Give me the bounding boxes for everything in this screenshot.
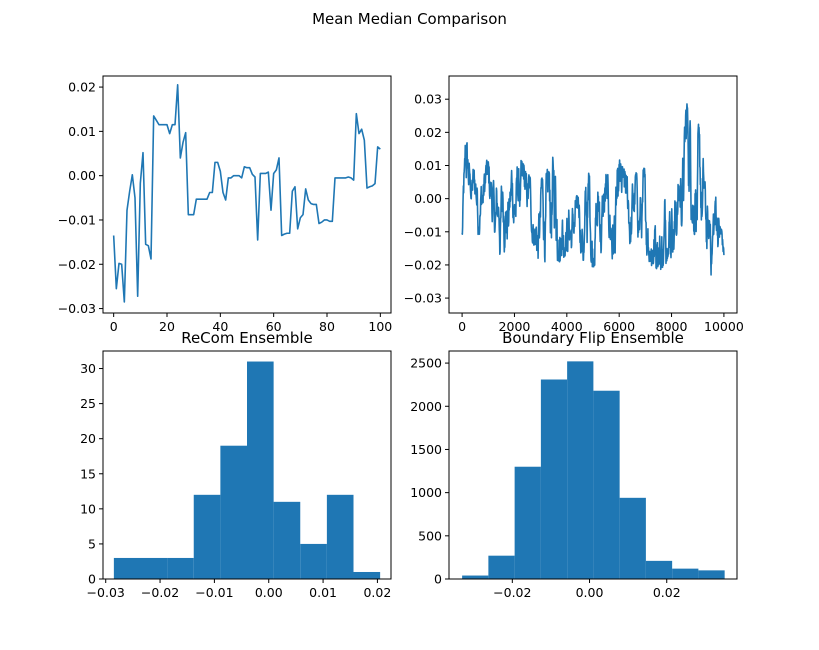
x-tick-label: 6000 [603, 319, 635, 334]
x-tick-label: 20 [159, 319, 175, 334]
y-tick-label: 1500 [410, 442, 442, 457]
histogram-bar [326, 494, 354, 579]
y-tick-label: 30 [80, 361, 96, 376]
histogram-bar [140, 557, 168, 579]
x-tick-label: 0 [458, 319, 466, 334]
histogram-bar [488, 555, 515, 579]
x-tick-label: 100 [368, 319, 392, 334]
x-tick-label: 0.02 [653, 585, 681, 600]
histogram-bar [300, 543, 327, 579]
y-tick-label: −0.01 [58, 212, 96, 227]
y-tick-label: 5 [88, 536, 96, 551]
axes-frame [448, 350, 738, 580]
x-tick-label: 80 [319, 319, 335, 334]
axes-frame [102, 75, 392, 314]
plot-recom-trace: 0 20 40 60 80 100 −0.03 −0.02 −0.01 0.00 0.01 0.02 [58, 75, 392, 334]
x-tick-label: −0.02 [493, 585, 531, 600]
y-tick-label: 0 [434, 572, 442, 587]
figure-title: Mean Median Comparison [312, 10, 507, 28]
x-tick-label: 2000 [499, 319, 531, 334]
x-tick-label: 60 [266, 319, 282, 334]
x-tick-label: 4000 [551, 319, 583, 334]
y-tick-label: 2000 [410, 399, 442, 414]
histogram-bar [353, 571, 381, 579]
axes-frame [448, 75, 738, 314]
y-tick-label: 0.01 [414, 158, 442, 173]
histogram-bar [619, 497, 646, 579]
plot-boundary-flip-histogram: Boundary Flip Ensemble −0.02 0.00 0.02 0 500 1… [410, 329, 738, 600]
y-tick-label: 10 [80, 501, 96, 516]
y-tick-label: 2500 [410, 356, 442, 371]
x-tick-label: 0.00 [576, 585, 604, 600]
histogram-bar [273, 501, 301, 579]
histogram-bar [167, 557, 194, 579]
y-tick-label: 500 [418, 528, 442, 543]
plot-recom-histogram: ReCom Ensemble −0.03 −0.02 −0.01 0.00 0.01 0.0… [80, 329, 392, 600]
x-tick-label: 0.00 [255, 585, 283, 600]
y-tick-label: −0.03 [404, 291, 442, 306]
subplot-title: Boundary Flip Ensemble [502, 329, 684, 347]
y-tick-label: −0.01 [404, 224, 442, 239]
y-tick-label: 0.00 [414, 191, 442, 206]
x-tick-label: 8000 [656, 319, 688, 334]
histogram-bar [514, 466, 541, 579]
histogram-bar [247, 361, 274, 579]
y-tick-label: 15 [80, 466, 96, 481]
y-tick-label: 0 [88, 572, 96, 587]
histogram-bar [645, 560, 673, 579]
x-tick-label: 0.01 [309, 585, 337, 600]
series-line [461, 103, 725, 276]
plot-boundary-flip-trace: 0 2000 4000 6000 8000 10000 −0.03 −0.02 −0.01 0.0… [404, 75, 744, 334]
histogram-bar [672, 568, 699, 579]
histogram-bar [540, 379, 568, 579]
y-tick-label: −0.02 [404, 257, 442, 272]
y-tick-label: 0.02 [68, 80, 96, 95]
histogram-bar [193, 494, 221, 579]
x-tick-label: 0 [110, 319, 118, 334]
x-tick-label: 40 [212, 319, 228, 334]
x-tick-label: −0.03 [87, 585, 125, 600]
histogram-bar [220, 445, 247, 579]
subplot-title: ReCom Ensemble [181, 329, 313, 347]
histogram-bar [462, 575, 489, 579]
histogram-bar [698, 570, 725, 579]
histogram-bar [567, 361, 594, 579]
x-tick-label: −0.02 [141, 585, 179, 600]
histogram-bar [113, 557, 141, 579]
y-tick-label: 1000 [410, 485, 442, 500]
x-tick-label: 10000 [704, 319, 744, 334]
x-tick-label: −0.01 [195, 585, 233, 600]
y-tick-label: 0.01 [68, 124, 96, 139]
y-tick-label: 20 [80, 431, 96, 446]
y-tick-label: 0.02 [414, 125, 442, 140]
y-tick-label: −0.03 [58, 301, 96, 316]
x-tick-label: 0.02 [363, 585, 391, 600]
histogram-bar [593, 390, 620, 579]
series-line [112, 84, 381, 303]
y-tick-label: 0.00 [68, 168, 96, 183]
y-tick-label: 25 [80, 396, 96, 411]
y-tick-label: −0.02 [58, 257, 96, 272]
y-tick-label: 0.03 [414, 92, 442, 107]
axes-frame [102, 350, 392, 580]
